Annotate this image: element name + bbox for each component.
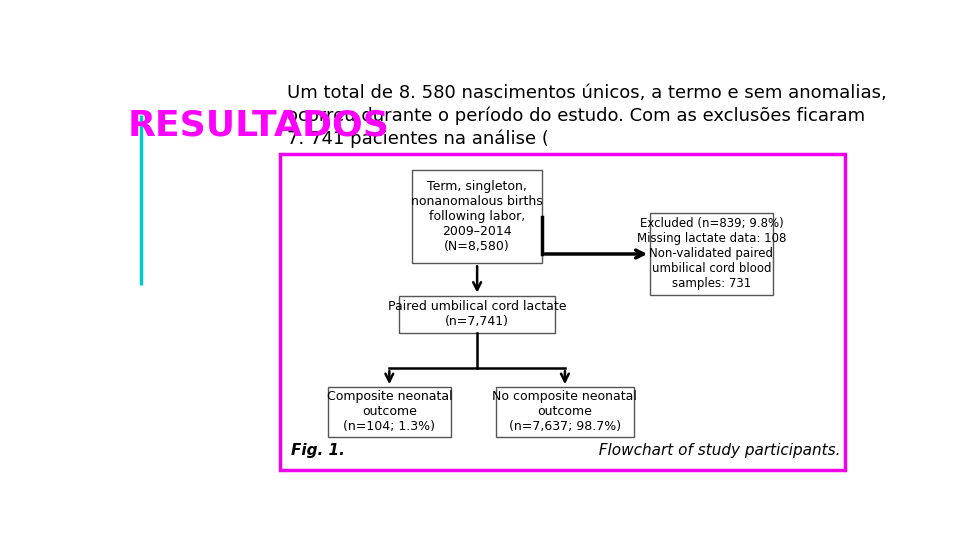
Bar xyxy=(328,387,450,437)
Text: Composite neonatal
outcome
(n=104; 1.3%): Composite neonatal outcome (n=104; 1.3%) xyxy=(326,390,452,434)
Text: Term, singleton,
nonanomalous births
following labor,
2009–2014
(N=8,580): Term, singleton, nonanomalous births fol… xyxy=(411,180,543,253)
Text: No composite neonatal
outcome
(n=7,637; 98.7%): No composite neonatal outcome (n=7,637; … xyxy=(492,390,637,434)
Text: Excluded (n=839; 9.8%)
Missing lactate data: 108
Non-validated paired
umbilical : Excluded (n=839; 9.8%) Missing lactate d… xyxy=(636,218,786,291)
Text: Flowchart of study participants.: Flowchart of study participants. xyxy=(589,443,841,458)
Text: Paired umbilical cord lactate
(n=7,741): Paired umbilical cord lactate (n=7,741) xyxy=(388,300,566,328)
Text: ocorreu durante o período do estudo. Com as exclusões ficaram: ocorreu durante o período do estudo. Com… xyxy=(287,106,866,125)
Text: 7. 741 pacientes na análise (: 7. 741 pacientes na análise ( xyxy=(287,129,549,148)
Text: Fig. 1.: Fig. 1. xyxy=(291,443,345,458)
Text: RESULTADOS: RESULTADOS xyxy=(128,108,390,142)
Text: Um total de 8. 580 nascimentos únicos, a termo e sem anomalias,: Um total de 8. 580 nascimentos únicos, a… xyxy=(287,84,887,102)
Bar xyxy=(412,170,542,264)
Bar xyxy=(280,154,846,470)
Bar xyxy=(650,213,773,294)
Bar xyxy=(496,387,634,437)
Bar xyxy=(399,295,555,333)
